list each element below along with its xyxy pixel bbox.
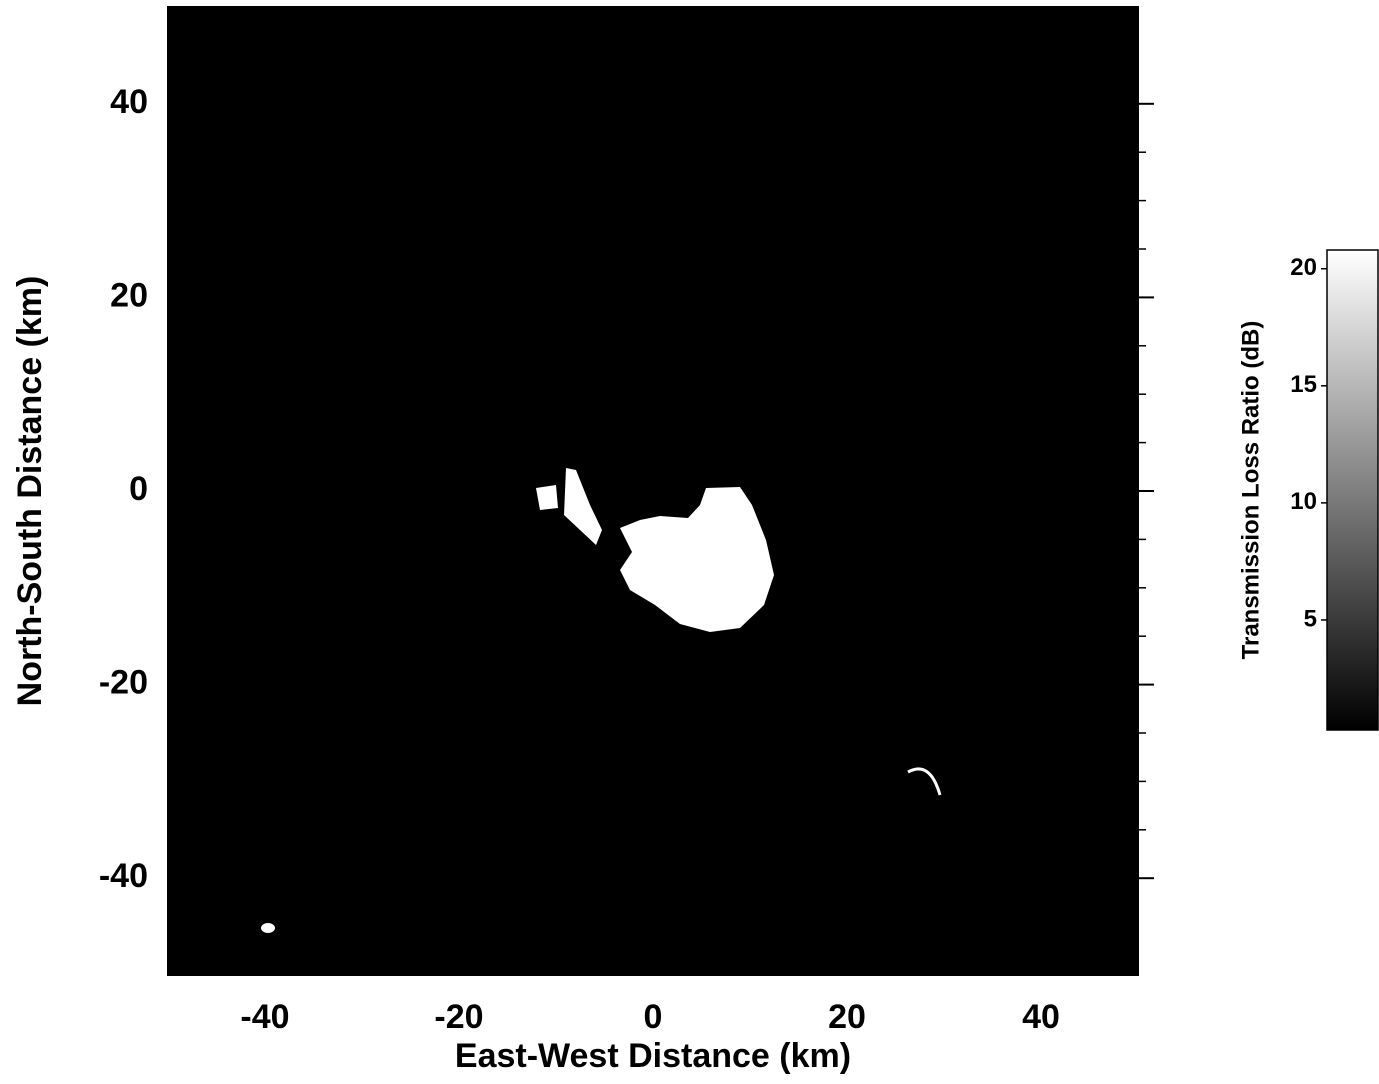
colorbar-tick-label: 10	[1290, 488, 1317, 515]
y-axis-title: North-South Distance (km)	[11, 276, 49, 707]
high-loss-region	[620, 487, 774, 632]
x-tick-label: 40	[1022, 998, 1060, 1036]
colorbar-tick-label: 5	[1304, 605, 1317, 632]
x-tick-label: -40	[240, 998, 289, 1036]
y-tick-label: 20	[110, 276, 148, 314]
y-tick-label: 0	[129, 470, 148, 508]
colorbar-tick-label: 15	[1290, 371, 1317, 398]
colorbar-tick-label: 20	[1290, 254, 1317, 281]
high-loss-region	[564, 468, 602, 545]
y-tick-label: -20	[99, 664, 148, 702]
x-axis-title: East-West Distance (km)	[455, 1037, 851, 1075]
x-tick-label: -20	[434, 998, 483, 1036]
colorbar-title: Transmission Loss Ratio (dB)	[1237, 321, 1264, 660]
y-tick-label: 40	[110, 83, 148, 121]
high-loss-region	[536, 485, 558, 510]
x-tick-label: 20	[828, 998, 866, 1036]
plot-field	[168, 7, 1138, 975]
y-tick-label: -40	[99, 857, 148, 895]
colorbar	[1326, 249, 1379, 731]
high-loss-feature	[907, 767, 942, 796]
high-loss-feature	[261, 923, 275, 933]
x-tick-label: 0	[644, 998, 663, 1036]
